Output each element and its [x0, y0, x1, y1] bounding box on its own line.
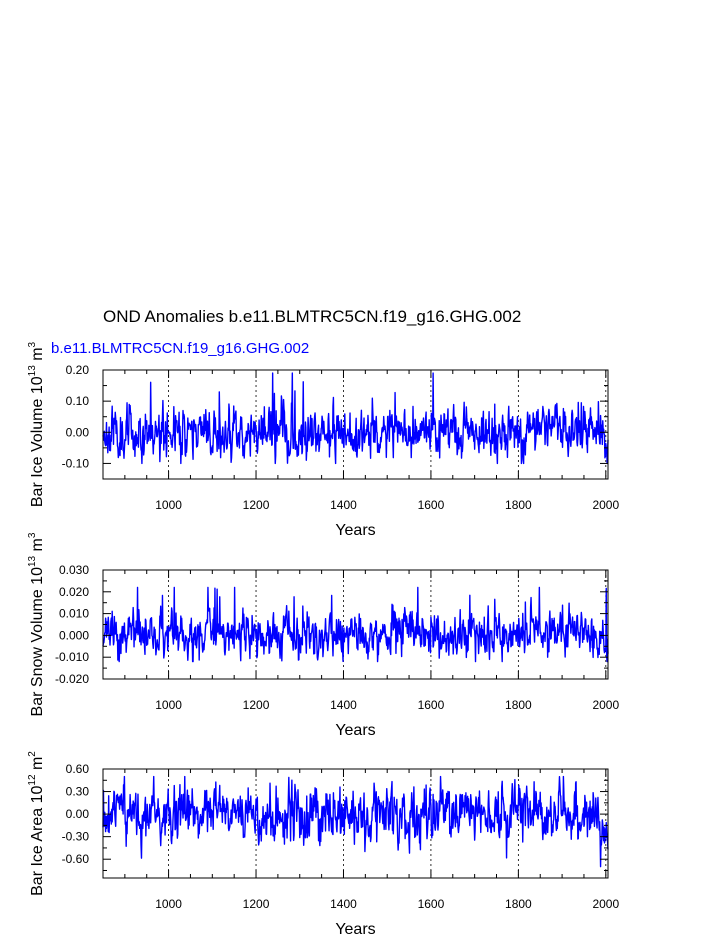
y-tick-label: 0.030	[59, 563, 89, 577]
y-tick-label: 0.10	[66, 394, 90, 408]
series-line-1	[102, 372, 609, 465]
y-tick-label: -0.010	[55, 650, 89, 664]
figure-title: OND Anomalies b.e11.BLMTRC5CN.f19_g16.GH…	[103, 307, 521, 326]
series-line-1	[102, 586, 609, 663]
y-tick-label: -0.30	[62, 830, 90, 844]
x-tick-label: 1600	[418, 498, 445, 512]
x-tick-label: 1800	[505, 698, 532, 712]
x-tick-label: 1800	[505, 897, 532, 911]
x-tick-label: 1200	[243, 897, 270, 911]
x-axis-title: Years	[335, 522, 375, 539]
plot-frame	[102, 369, 609, 480]
x-tick-label: 1400	[330, 698, 357, 712]
x-axis-title: Years	[335, 921, 375, 935]
y-tick-label: 0.010	[59, 607, 89, 621]
panel-3: 1000 1200 1400 1600 1800 2000 -0.60 -0.30 0.00 0.…	[27, 751, 619, 935]
x-tick-label: 1200	[243, 698, 270, 712]
x-tick-label: 1000	[155, 698, 182, 712]
x-tick-label: 2000	[592, 897, 619, 911]
y-tick-label: 0.60	[66, 762, 90, 776]
y-tick-label: -0.10	[62, 456, 90, 470]
x-tick-label: 2000	[592, 498, 619, 512]
y-tick-label: 0.20	[66, 363, 90, 377]
y-axis-title: Bar Snow Volume 1013 m3	[27, 532, 46, 716]
x-tick-label: 1000	[155, 498, 182, 512]
x-tick-label: 2000	[592, 698, 619, 712]
panel-2: 1000 1200 1400 1600 1800 2000 -0.020 -0.010 0.00…	[27, 532, 619, 739]
x-tick-label: 1600	[418, 698, 445, 712]
y-tick-label: 0.30	[66, 785, 90, 799]
y-tick-label: -0.60	[62, 852, 90, 866]
y-axis-title: Bar Ice Volume 1013 m3	[27, 341, 46, 507]
y-tick-label: 0.000	[59, 628, 89, 642]
x-tick-label: 1400	[330, 897, 357, 911]
series-line-1	[102, 775, 609, 868]
y-tick-label: -0.020	[55, 672, 89, 686]
panel-subtitle: b.e11.BLMTRC5CN.f19_g16.GHG.002	[51, 340, 309, 357]
y-tick-label: 0.00	[66, 807, 90, 821]
x-tick-label: 1000	[155, 897, 182, 911]
x-axis-title: Years	[335, 722, 375, 739]
y-axis-title: Bar Ice Area 1012 m2	[27, 751, 46, 896]
panel-1: b.e11.BLMTRC5CN.f19_g16.GHG.002 1000 1200 1…	[27, 340, 619, 539]
x-tick-label: 1800	[505, 498, 532, 512]
x-tick-label: 1200	[243, 498, 270, 512]
x-tick-label: 1400	[330, 498, 357, 512]
y-tick-label: 0.020	[59, 585, 89, 599]
x-tick-label: 1600	[418, 897, 445, 911]
plot-frame	[102, 768, 609, 879]
y-tick-label: 0.00	[66, 425, 90, 439]
